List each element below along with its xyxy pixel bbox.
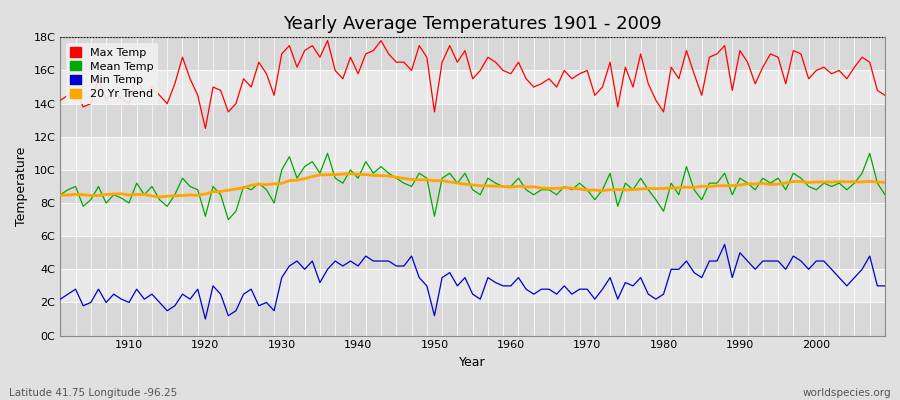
Bar xyxy=(60,137,885,170)
Bar xyxy=(60,170,885,203)
Title: Yearly Average Temperatures 1901 - 2009: Yearly Average Temperatures 1901 - 2009 xyxy=(284,15,662,33)
Text: Latitude 41.75 Longitude -96.25: Latitude 41.75 Longitude -96.25 xyxy=(9,388,177,398)
Bar xyxy=(60,302,885,336)
Bar xyxy=(60,104,885,137)
Bar xyxy=(60,236,885,269)
Bar xyxy=(60,70,885,104)
Text: worldspecies.org: worldspecies.org xyxy=(803,388,891,398)
Y-axis label: Temperature: Temperature xyxy=(15,147,28,226)
Bar xyxy=(60,37,885,70)
Bar xyxy=(60,269,885,302)
Bar xyxy=(60,203,885,236)
Legend: Max Temp, Mean Temp, Min Temp, 20 Yr Trend: Max Temp, Mean Temp, Min Temp, 20 Yr Tre… xyxy=(66,43,158,104)
X-axis label: Year: Year xyxy=(459,356,486,369)
